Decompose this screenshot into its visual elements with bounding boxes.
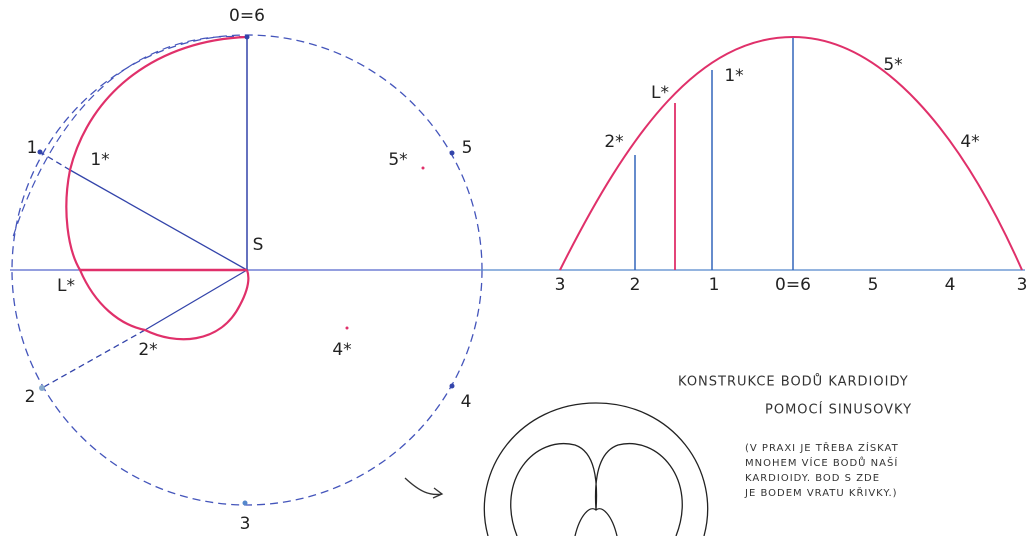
point — [449, 150, 455, 156]
note-line: JE BODEM VRATU KŘIVKY.) — [744, 486, 898, 499]
axis-label: 2 — [630, 275, 641, 295]
mini-cardioid-inner — [510, 442, 683, 536]
label: 4 — [461, 392, 472, 412]
label: 2 — [25, 387, 36, 407]
note-line: (V PRAXI JE TŘEBA ZÍSKAT — [745, 441, 899, 454]
label: S — [253, 235, 264, 255]
curve-label: 5* — [883, 55, 902, 75]
point — [37, 149, 43, 155]
label: 4* — [332, 340, 351, 360]
curve-label: L* — [651, 83, 669, 103]
ray-2-dashed — [41, 329, 146, 389]
label: 1* — [90, 150, 109, 170]
label: 3 — [240, 514, 251, 534]
cardioid — [65, 35, 250, 341]
ray-1-dashed — [39, 151, 71, 171]
point — [244, 34, 250, 40]
point — [345, 326, 349, 330]
arrow-head — [432, 487, 444, 499]
outer-arc — [11, 35, 248, 241]
axis-label: 3 — [1017, 275, 1028, 295]
note-title: POMOCÍ SINUSOVKY — [765, 402, 912, 418]
label: 5* — [388, 150, 407, 170]
note-line: MNOHEM VÍCE BODŮ NAŠÍ — [745, 456, 898, 469]
axis-label: 1 — [709, 275, 720, 295]
point — [449, 383, 455, 389]
curve-label: 1* — [724, 66, 743, 86]
mini-cardioid-outer — [483, 402, 709, 536]
label: 1 — [27, 138, 38, 158]
axis-label: 5 — [868, 275, 879, 295]
arrow — [404, 477, 443, 496]
label: 2* — [138, 340, 157, 360]
curve-label: 2* — [604, 132, 623, 152]
ray-1 — [69, 169, 248, 271]
mini-cardioid-cusp — [574, 508, 618, 536]
label: L* — [57, 276, 75, 296]
sinusoid — [559, 35, 1023, 271]
label: 5 — [462, 138, 473, 158]
ray-2 — [144, 269, 248, 331]
note-title: KONSTRUKCE BODŮ KARDIOIDY — [678, 374, 909, 390]
curve-label: 4* — [960, 132, 979, 152]
axis-label: 0=6 — [775, 275, 811, 295]
label: 0=6 — [229, 6, 265, 26]
axis-label: 3 — [555, 275, 566, 295]
point — [242, 500, 248, 506]
axis-label: 4 — [945, 275, 956, 295]
point — [421, 166, 425, 170]
note-line: KARDIOIDY. BOD S ZDE — [745, 473, 880, 484]
point — [39, 385, 45, 391]
